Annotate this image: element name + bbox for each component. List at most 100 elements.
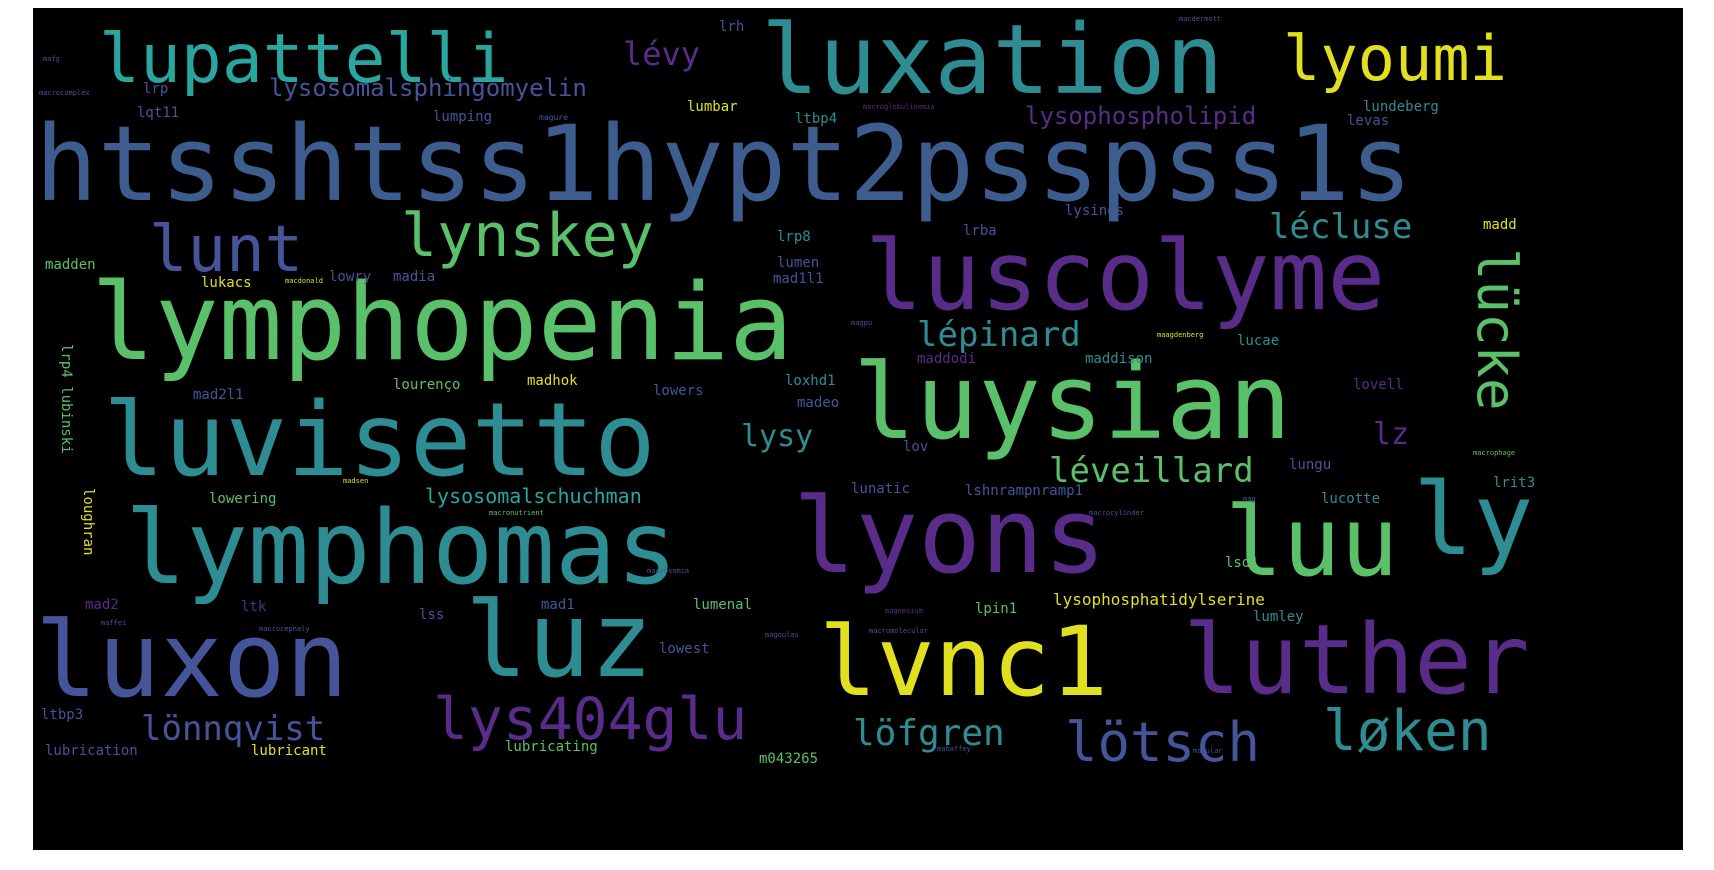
word-luysian: luysian xyxy=(853,341,1292,463)
word-madsen: madsen xyxy=(343,477,369,485)
word-lecluse: lécluse xyxy=(1269,207,1413,247)
word-lrp: lrp xyxy=(143,81,169,97)
word-lysosomalschuchman: lysosomalschuchman xyxy=(425,484,642,508)
word-luz: luz xyxy=(465,579,653,701)
word-mag: mag xyxy=(1243,495,1256,503)
word-lymphopenia: lymphopenia xyxy=(91,261,793,384)
word-mad1l1: mad1l1 xyxy=(773,271,824,287)
word-lys404glu: lys404glu xyxy=(433,685,748,753)
word-lofgren: löfgren xyxy=(853,713,1005,754)
word-maddison: maddison xyxy=(1085,351,1153,367)
word-lourenco: lourenço xyxy=(393,377,461,393)
word-macrocephaly: macrocephaly xyxy=(259,625,310,633)
word-lrba: lrba xyxy=(963,223,997,239)
word-lucae: lucae xyxy=(1237,333,1280,349)
word-macroglobulinemia: macroglobulinemia xyxy=(863,103,935,111)
word-levas: levas xyxy=(1347,113,1390,129)
word-lupattelli: lupattelli xyxy=(99,20,509,99)
word-lowry: lowry xyxy=(329,269,372,285)
word-madd: madd xyxy=(1483,217,1517,233)
word-luther: luther xyxy=(1183,604,1530,716)
word-macular: macular xyxy=(1193,747,1223,755)
word-lucotte: lucotte xyxy=(1321,491,1381,507)
word-lepinard: lépinard xyxy=(917,315,1081,355)
word-lumen: lumen xyxy=(777,255,820,271)
word-lymphomas: lymphomas xyxy=(125,489,678,608)
word-luvisetto: luvisetto xyxy=(103,381,656,500)
word-maagdenberg: maagdenberg xyxy=(1157,331,1204,339)
word-lotsch: lötsch xyxy=(1065,711,1261,774)
word-macrocomplex: macrocomplex xyxy=(39,89,90,97)
word-maddodi: maddodi xyxy=(917,351,977,367)
word-lungu: lungu xyxy=(1289,457,1332,473)
word-lubricating: lubricating xyxy=(505,739,598,755)
word-lonnqvist: lönnqvist xyxy=(141,709,326,749)
word-lukacs: lukacs xyxy=(201,275,252,291)
word-lumbar: lumbar xyxy=(687,99,738,115)
word-macdonald: macdonald xyxy=(285,277,323,285)
word-lqt11: lqt11 xyxy=(137,105,180,121)
word-magpu: magpu xyxy=(851,319,873,327)
word-lowers: lowers xyxy=(653,383,704,399)
word-lysines: lysines xyxy=(1065,203,1125,219)
word-lz: lz xyxy=(1373,417,1410,452)
word-lrit3: lrit3 xyxy=(1493,475,1536,491)
word-magoulas: magoulas xyxy=(765,631,799,639)
word-magure: magure xyxy=(539,113,568,122)
word-ly: ly xyxy=(1413,461,1534,578)
word-luxation: luxation xyxy=(761,8,1224,116)
word-lumping: lumping xyxy=(433,109,493,125)
word-cloud-canvas: htsshtss1hypt2psspss1s lymphopenia luxat… xyxy=(33,8,1683,850)
word-lunatic: lunatic xyxy=(851,481,911,497)
word-lumley: lumley xyxy=(1253,609,1304,625)
word-ltbp3: ltbp3 xyxy=(41,707,84,723)
word-lysophosphatidylserine: lysophosphatidylserine xyxy=(1053,590,1265,609)
word-leveillard: léveillard xyxy=(1049,451,1254,491)
word-loken: løken xyxy=(1323,699,1492,764)
word-madhok: madhok xyxy=(527,373,578,389)
word-lrp4-lubinski: lrp4 lubinski xyxy=(58,344,74,454)
word-maffei: maffei xyxy=(101,619,127,627)
word-lyons: lyons xyxy=(793,475,1107,597)
word-mahaffey: mahaffey xyxy=(937,745,971,753)
word-macrosomia: macrosomia xyxy=(647,567,690,575)
word-levy: lévy xyxy=(623,35,701,73)
word-lshnramp: lshnrampnramp1 xyxy=(965,483,1084,499)
word-lpin1: lpin1 xyxy=(975,601,1018,617)
word-lowest: lowest xyxy=(659,641,710,657)
word-lundeberg: lundeberg xyxy=(1363,99,1439,115)
word-loxhd1: loxhd1 xyxy=(785,373,836,389)
word-lunt: lunt xyxy=(149,213,304,287)
word-macromolecular: macromolecular xyxy=(869,627,929,635)
word-macrocylinder: macrocylinder xyxy=(1089,509,1144,517)
word-lysy: lysy xyxy=(741,419,814,454)
word-lubricant: lubricant xyxy=(251,743,327,759)
word-lovell: lovell xyxy=(1353,377,1404,393)
word-mafg: mafg xyxy=(43,55,60,63)
word-ltk: ltk xyxy=(241,599,267,615)
word-lumenal: lumenal xyxy=(693,597,753,613)
word-magnesium: magnesium xyxy=(885,607,923,615)
word-lvnc1: lvnc1 xyxy=(819,606,1108,718)
word-madden: madden xyxy=(45,257,96,273)
word-loughran: loughran xyxy=(80,488,96,556)
word-lysophospholipid: lysophospholipid xyxy=(1025,102,1257,130)
word-luu: luu xyxy=(1225,486,1399,598)
word-lrh: lrh xyxy=(719,19,745,35)
word-macrophage: macrophage xyxy=(1473,449,1516,457)
word-mad2: mad2 xyxy=(85,597,119,613)
word-madia: madia xyxy=(393,269,436,285)
word-lysosomalsphingomyelin: lysosomalsphingomyelin xyxy=(269,74,587,102)
word-lsd1: lsd1 xyxy=(1225,555,1259,571)
word-mad2l1: mad2l1 xyxy=(193,387,244,403)
word-macronutrient: macronutrient xyxy=(489,509,544,517)
word-htsshtss: htsshtss1hypt2psspss1s xyxy=(35,103,1413,225)
word-lrp8: lrp8 xyxy=(777,229,811,245)
word-lubrication: lubrication xyxy=(45,743,138,759)
word-lyoumi: lyoumi xyxy=(1283,22,1507,95)
word-lss: lss xyxy=(419,607,445,623)
word-m043265: m043265 xyxy=(759,751,819,767)
word-lucke: lücke xyxy=(1465,248,1528,411)
word-macdermott: macdermott xyxy=(1179,15,1222,23)
word-luscolyme: luscolyme xyxy=(865,220,1386,332)
